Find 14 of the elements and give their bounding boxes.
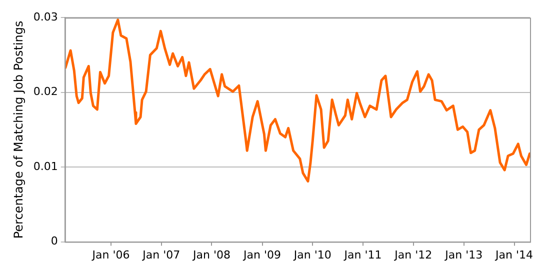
y-axis-title: Percentage of Matching Job Postings xyxy=(11,20,26,239)
x-tick-label: Jan '12 xyxy=(394,248,432,262)
x-tick-label: Jan '11 xyxy=(343,248,382,262)
y-tick-label: 0.01 xyxy=(33,160,58,173)
y-tick-label: 0 xyxy=(50,234,58,248)
y-tick-label: 0.03 xyxy=(33,10,58,24)
x-tick-label: Jan '14 xyxy=(494,248,534,262)
x-tick-label: Jan '10 xyxy=(292,248,332,262)
x-tick-label: Jan '09 xyxy=(242,248,281,262)
x-tick-label: Jan '13 xyxy=(444,248,483,262)
x-tick-label: Jan '06 xyxy=(91,248,130,262)
y-tick-label: 0.02 xyxy=(33,85,58,98)
x-tick-label: Jan '08 xyxy=(192,248,230,262)
x-tick-label: Jan '07 xyxy=(142,248,180,262)
